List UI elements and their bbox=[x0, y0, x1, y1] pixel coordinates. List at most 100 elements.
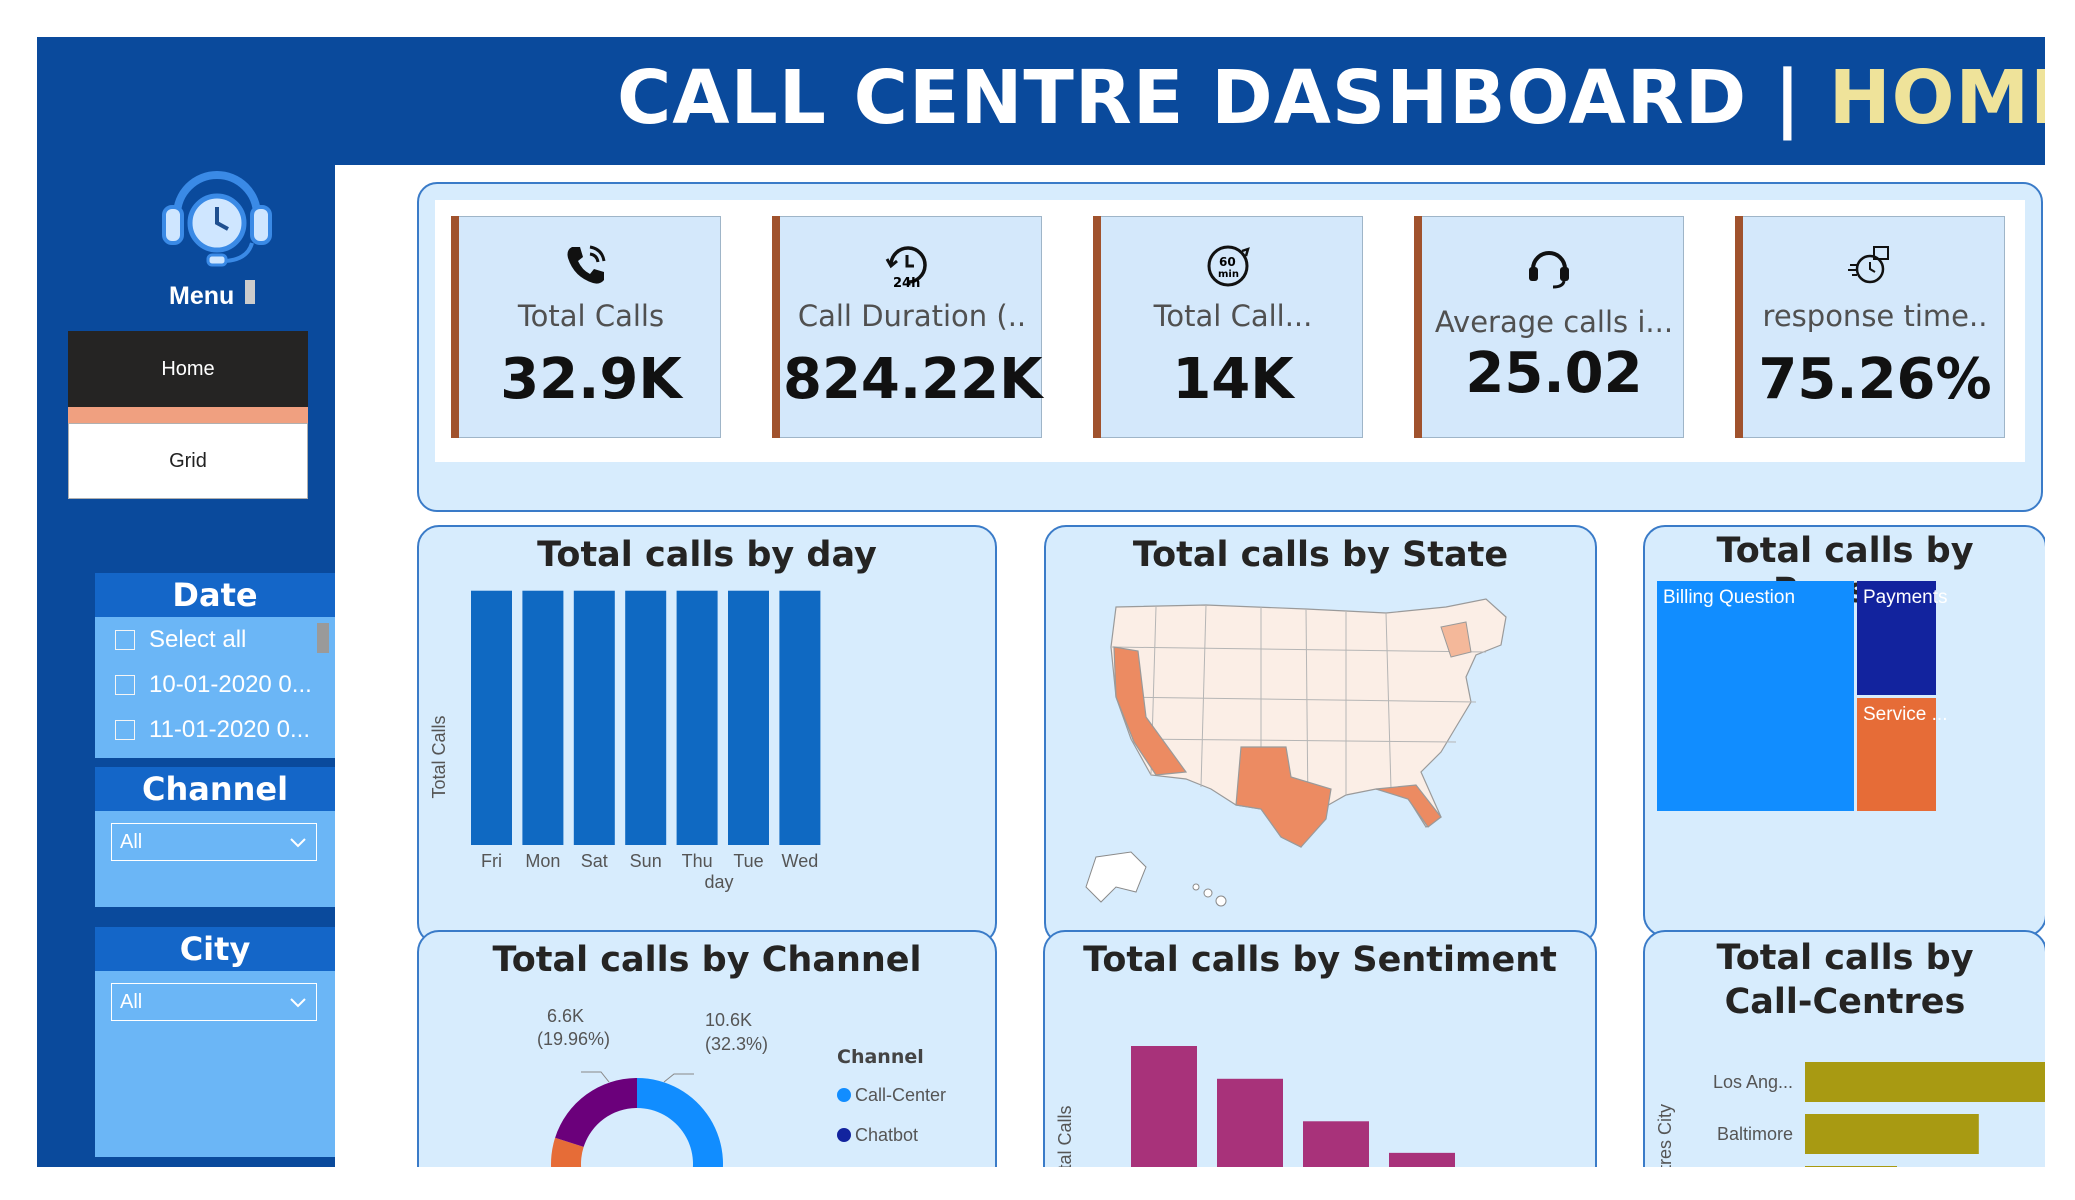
panel-title: Total calls by day bbox=[537, 535, 877, 575]
x-tick-label: Sat bbox=[581, 851, 608, 871]
kpi-label: response time.. bbox=[1762, 299, 1988, 333]
bar[interactable] bbox=[1217, 1078, 1283, 1167]
nav-active-indicator bbox=[68, 407, 308, 423]
kpi-value: 75.26% bbox=[1758, 347, 1992, 412]
x-tick-label: Sun bbox=[630, 851, 662, 871]
data-label: 6.6K bbox=[547, 1006, 584, 1026]
sentiment-bar-chart: Total Calls bbox=[1055, 1046, 1455, 1167]
bar[interactable] bbox=[1303, 1121, 1369, 1167]
checkbox[interactable] bbox=[115, 674, 135, 695]
date-slicer: Date Select all 10-01-2020 0... 11-01-20… bbox=[95, 573, 335, 758]
bar[interactable] bbox=[1805, 1062, 2045, 1102]
treemap-tile[interactable] bbox=[1657, 581, 1854, 811]
kpi-accent-bar bbox=[772, 216, 780, 438]
kpi-label: Total Calls bbox=[517, 299, 665, 333]
calls-by-day-chart: Total Calls day Fri Mon Sat Sun Thu Tue Wed bbox=[429, 590, 821, 892]
data-label: (19.96%) bbox=[537, 1029, 610, 1049]
data-label: (32.3%) bbox=[705, 1034, 768, 1054]
bar[interactable] bbox=[471, 590, 512, 845]
y-tick-label: Baltimore bbox=[1717, 1124, 1793, 1144]
panel-calls-by-state[interactable]: Total calls by State bbox=[1044, 525, 1597, 945]
city-dropdown[interactable]: All bbox=[111, 983, 317, 1021]
panel-calls-by-sentiment[interactable]: Total calls by Sentiment Total Calls bbox=[1043, 930, 1597, 1167]
chevron-down-icon bbox=[290, 998, 306, 1008]
legend-entry[interactable]: Chatbot bbox=[855, 1125, 918, 1145]
state-alaska[interactable] bbox=[1085, 851, 1147, 903]
panel-calls-by-reason[interactable]: Total calls by Reason Billing QuestionPa… bbox=[1643, 525, 2045, 937]
state-new-york[interactable] bbox=[1440, 621, 1472, 658]
city-slicer: City All bbox=[95, 927, 335, 1157]
legend-entry[interactable]: Call-Center bbox=[855, 1085, 946, 1105]
panel-title: Total calls by State bbox=[1132, 535, 1509, 575]
treemap-label: Payments bbox=[1863, 587, 1947, 608]
svg-text:24h: 24h bbox=[893, 276, 920, 291]
panel-calls-by-channel[interactable]: Total calls by Channel Channel 10.6K (32.… bbox=[417, 930, 997, 1167]
bar[interactable] bbox=[728, 590, 769, 845]
channel-dropdown[interactable]: All bbox=[111, 823, 317, 861]
state-california[interactable] bbox=[1113, 646, 1188, 776]
kpi-value: 14K bbox=[1172, 347, 1294, 412]
kpi-value: 32.9K bbox=[500, 347, 682, 412]
stopwatch-icon bbox=[1848, 246, 1889, 284]
panel-calls-by-callcentre[interactable]: Total calls by Call-Centres ntres City Lo… bbox=[1643, 930, 2045, 1167]
date-option[interactable]: 11-01-2020 0... bbox=[95, 707, 335, 752]
kpi-panel: Total Calls 32.9K 24h Call Duration (.. … bbox=[417, 182, 2043, 512]
treemap-tile[interactable] bbox=[1857, 581, 1936, 695]
y-axis-label: Total Calls bbox=[429, 715, 449, 798]
kpi-value: 25.02 bbox=[1465, 341, 1643, 406]
kpi-card-average-calls[interactable]: Average calls i... 25.02 bbox=[1414, 216, 1684, 438]
panel-calls-by-day[interactable]: Total calls by day Total Calls day Fri Mo… bbox=[417, 525, 997, 945]
x-tick-label: Mon bbox=[525, 851, 560, 871]
menu-toggle[interactable] bbox=[245, 280, 255, 304]
nav-home-button[interactable]: Home bbox=[68, 331, 308, 407]
city-slicer-title: City bbox=[95, 927, 335, 971]
kpi-card-total-calls[interactable]: Total Calls 32.9K bbox=[451, 216, 721, 438]
kpi-card-call-duration[interactable]: 24h Call Duration (.. 824.22K bbox=[772, 216, 1043, 438]
x-tick-label: Tue bbox=[733, 851, 763, 871]
kpi-accent-bar bbox=[1093, 216, 1101, 438]
checkbox[interactable] bbox=[115, 629, 135, 650]
legend-marker bbox=[837, 1128, 851, 1142]
state-texas[interactable] bbox=[1235, 746, 1332, 848]
date-slicer-scrollbar[interactable] bbox=[317, 623, 329, 653]
date-option-select-all[interactable]: Select all bbox=[95, 617, 335, 662]
checkbox[interactable] bbox=[115, 719, 135, 740]
donut-slice[interactable] bbox=[555, 1078, 637, 1147]
kpi-card-total-call-minutes[interactable]: 60 min Total Call... 14K bbox=[1093, 216, 1363, 438]
panel-title: Total calls by Call-Centres bbox=[1716, 938, 1974, 1022]
us-map bbox=[1085, 598, 1507, 907]
bar[interactable] bbox=[1805, 1166, 1897, 1167]
kpi-value: 824.22K bbox=[783, 347, 1043, 412]
nav-grid-button[interactable]: Grid bbox=[68, 423, 308, 499]
headset-clock-icon bbox=[162, 171, 272, 267]
x-axis-label: day bbox=[704, 872, 733, 892]
donut-slice[interactable] bbox=[637, 1078, 723, 1167]
treemap-tile[interactable] bbox=[1857, 698, 1936, 811]
bar[interactable] bbox=[522, 590, 564, 845]
bar[interactable] bbox=[676, 590, 718, 845]
page-title: CALL CENTRE DASHBOARD | HOME bbox=[617, 55, 2045, 141]
y-axis-label: ntres City bbox=[1655, 1104, 1675, 1167]
data-label: 10.6K bbox=[705, 1010, 752, 1030]
bar[interactable] bbox=[779, 590, 821, 845]
bar[interactable] bbox=[573, 590, 615, 845]
panel-title: Total calls by Channel bbox=[492, 940, 922, 980]
bar[interactable] bbox=[1131, 1046, 1197, 1167]
bar[interactable] bbox=[625, 590, 667, 845]
legend-marker bbox=[837, 1088, 851, 1102]
channel-slicer-title: Channel bbox=[95, 767, 335, 811]
date-option[interactable]: 10-01-2020 0... bbox=[95, 662, 335, 707]
chevron-down-icon bbox=[290, 838, 306, 848]
kpi-card-response-time[interactable]: response time.. 75.26% bbox=[1735, 216, 2005, 438]
donut-slice[interactable] bbox=[551, 1137, 624, 1167]
bar[interactable] bbox=[1805, 1114, 1979, 1154]
kpi-label: Call Duration (.. bbox=[797, 299, 1027, 333]
leader-line bbox=[663, 1073, 694, 1083]
date-slicer-title: Date bbox=[95, 573, 335, 617]
state-florida[interactable] bbox=[1375, 784, 1442, 828]
kpi-label: Average calls i... bbox=[1434, 305, 1674, 339]
kpi-accent-bar bbox=[1735, 216, 1743, 438]
bar[interactable] bbox=[1389, 1152, 1455, 1167]
menu-label: Menu bbox=[169, 282, 235, 310]
